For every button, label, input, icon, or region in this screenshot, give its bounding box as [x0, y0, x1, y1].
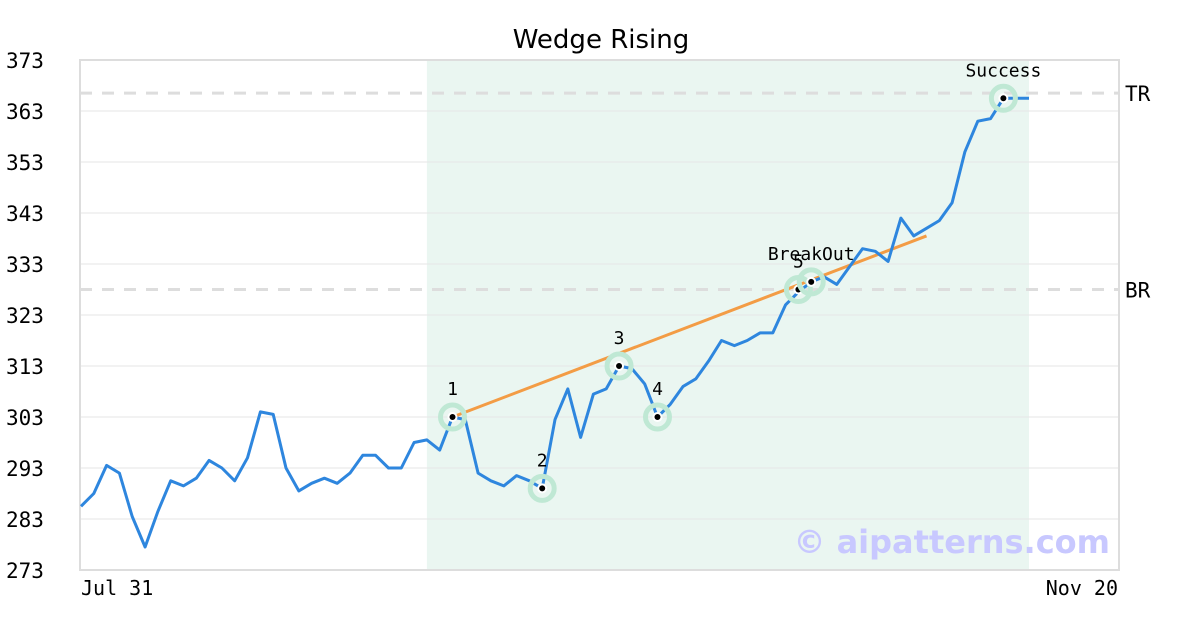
point-marker-ring — [988, 83, 1018, 113]
point-label: 2 — [537, 450, 548, 471]
point-marker-ring — [642, 402, 672, 432]
plot-frame — [79, 59, 1120, 571]
point-marker — [537, 483, 548, 494]
point-marker-ring — [604, 351, 634, 381]
point-marker — [614, 361, 625, 371]
watermark: © aipatterns.com — [793, 523, 1110, 561]
point-marker-ring — [527, 473, 557, 503]
y-tick-label: 333 — [6, 253, 44, 277]
chart-title: Wedge Rising — [513, 25, 690, 55]
y-tick-label: 293 — [6, 457, 44, 481]
reference-label: BR — [1125, 279, 1151, 303]
wedge-trendline — [451, 234, 928, 419]
y-tick-label: 313 — [6, 355, 44, 379]
point-label: 4 — [652, 379, 663, 400]
y-axis-ticks: 273 283 293 303 313 323 333 343 353 363 373 — [6, 49, 44, 583]
point-marker — [652, 412, 663, 422]
y-tick-label: 373 — [6, 49, 44, 73]
point-marker — [447, 412, 458, 422]
y-tick-label: 283 — [6, 508, 44, 532]
point-label: BreakOut — [768, 244, 855, 265]
x-tick-label: Jul 31 — [81, 576, 153, 600]
point-label: 5 — [793, 252, 804, 273]
point-label: 3 — [614, 328, 625, 349]
point-label: 1 — [447, 379, 458, 400]
y-tick-label: 353 — [6, 151, 44, 175]
point-marker-ring — [796, 267, 826, 297]
x-axis-ticks: Jul 31 Nov 20 — [81, 576, 1118, 600]
y-tick-label: 363 — [6, 100, 44, 124]
point-marker — [998, 93, 1009, 104]
point-marker — [806, 276, 817, 287]
y-tick-label: 273 — [6, 559, 44, 583]
point-label: Success — [965, 60, 1041, 81]
x-tick-label: Nov 20 — [1046, 576, 1118, 600]
y-tick-label: 303 — [6, 406, 44, 430]
reference-lines: TR BR — [80, 82, 1151, 303]
y-tick-label: 343 — [6, 202, 44, 226]
reference-label: TR — [1125, 82, 1151, 106]
y-tick-label: 323 — [6, 304, 44, 328]
point-marker-ring — [438, 402, 468, 432]
price-line — [79, 96, 1029, 549]
